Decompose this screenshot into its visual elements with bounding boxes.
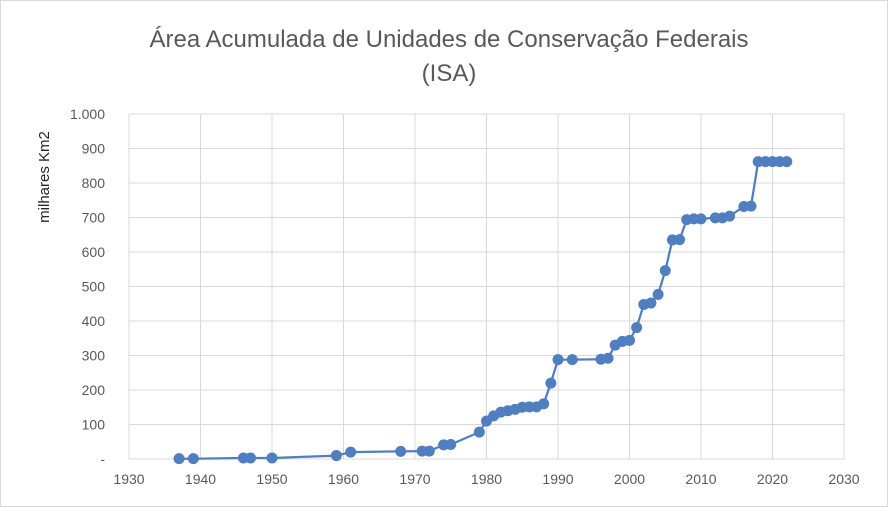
- data-point: [695, 213, 707, 225]
- data-point: [645, 297, 657, 309]
- x-tick-label: 1960: [328, 471, 359, 487]
- data-point: [602, 352, 614, 364]
- y-tick-label: 1.000: [70, 106, 105, 122]
- x-tick-label: 1940: [185, 471, 216, 487]
- data-point: [652, 288, 664, 300]
- y-tick-label: 200: [82, 382, 106, 398]
- x-tick-label: 1930: [113, 471, 144, 487]
- data-point: [674, 234, 686, 246]
- y-tick-label: 300: [82, 348, 106, 364]
- tick-labels: 1930 1940 1950 1960 1970 1980 1990 2000 2010 2020…: [70, 106, 860, 487]
- data-point: [330, 450, 342, 462]
- x-tick-label: 1950: [256, 471, 287, 487]
- y-tick-label: 600: [82, 244, 106, 260]
- data-point: [552, 354, 564, 366]
- data-point: [266, 452, 278, 464]
- data-point: [624, 334, 635, 346]
- x-tick-label: 2000: [614, 471, 645, 487]
- data-point: [245, 452, 257, 464]
- y-tick-label: 800: [82, 175, 106, 191]
- x-tick-label: 1990: [542, 471, 573, 487]
- y-tick-label: 100: [82, 417, 106, 433]
- data-point: [566, 354, 578, 366]
- data-point: [545, 377, 557, 389]
- data-point: [659, 265, 671, 277]
- data-point: [395, 445, 407, 457]
- y-tick-label: -: [100, 451, 105, 467]
- data-series: [173, 156, 793, 465]
- x-tick-label: 2020: [757, 471, 788, 487]
- x-tick-label: 2010: [685, 471, 716, 487]
- y-tick-label: 700: [82, 210, 106, 226]
- chart-title-line-1: Área Acumulada de Unidades de Conservaçã…: [149, 26, 748, 53]
- data-point: [345, 446, 357, 458]
- data-point: [745, 200, 757, 212]
- x-tick-label: 2030: [828, 471, 859, 487]
- data-point: [173, 453, 185, 465]
- data-point: [473, 426, 485, 438]
- data-point: [724, 210, 736, 222]
- y-tick-label: 400: [82, 313, 106, 329]
- data-point: [423, 445, 435, 457]
- data-point: [631, 322, 643, 334]
- y-axis-title: milhares Km2: [36, 131, 53, 223]
- x-tick-label: 1970: [399, 471, 430, 487]
- y-tick-label: 500: [82, 279, 106, 295]
- grid-lines: [128, 113, 845, 460]
- series-line: [179, 160, 787, 460]
- y-tick-label: 900: [82, 141, 106, 157]
- data-point: [445, 439, 457, 451]
- x-tick-label: 1980: [471, 471, 502, 487]
- data-point: [538, 398, 550, 410]
- chart-title-line-2: (ISA): [422, 60, 477, 87]
- data-point: [187, 453, 199, 465]
- data-point: [781, 156, 793, 168]
